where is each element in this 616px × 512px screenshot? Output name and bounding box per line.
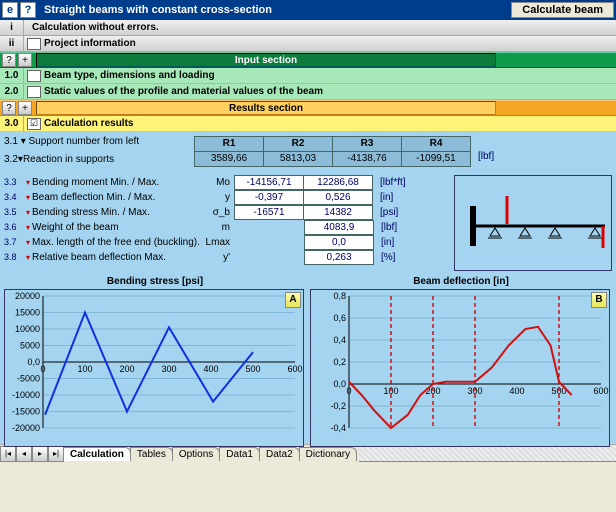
chart-b: B -0,4-0,20,00,20,40,60,8010020030040050… bbox=[310, 289, 610, 447]
calculate-button[interactable]: Calculate beam bbox=[511, 2, 614, 18]
row-2-0: 2.0 Static values of the profile and mat… bbox=[0, 84, 616, 100]
project-info-row: ii Project information bbox=[0, 36, 616, 52]
sheet-tab[interactable]: Data1 bbox=[219, 447, 260, 461]
nav-first[interactable]: |◂ bbox=[0, 446, 16, 462]
svg-text:10000: 10000 bbox=[15, 324, 40, 334]
svg-text:400: 400 bbox=[509, 386, 524, 396]
nav-last[interactable]: ▸| bbox=[48, 446, 64, 462]
svg-text:400: 400 bbox=[203, 364, 218, 374]
results-content: 3.1 ▾ Support number from left R1R2R3R4 … bbox=[0, 132, 616, 444]
project-info-checkbox[interactable] bbox=[27, 38, 41, 50]
minmax-row: 3.5▾Bending stress Min. / Max.σ_b-165711… bbox=[4, 204, 448, 220]
reaction-cell: -4138,76 bbox=[332, 151, 402, 167]
reaction-cell: 5813,03 bbox=[263, 151, 333, 167]
row-num: 3.0 bbox=[0, 116, 24, 131]
svg-text:-15000: -15000 bbox=[12, 407, 40, 417]
input-section-label: Input section bbox=[36, 53, 496, 67]
col-header: R4 bbox=[401, 136, 471, 152]
svg-text:-20000: -20000 bbox=[12, 423, 40, 433]
minmax-row: 3.6▾Weight of the beamm4083,9[lbf] bbox=[4, 219, 448, 235]
row-3-0: 3.0 ☑ Calculation results bbox=[0, 116, 616, 132]
svg-text:-5000: -5000 bbox=[17, 374, 40, 384]
results-section-header: ? + Results section bbox=[0, 100, 616, 116]
svg-text:0,6: 0,6 bbox=[333, 313, 346, 323]
sheet-tab[interactable]: Calculation bbox=[63, 447, 131, 461]
svg-text:15000: 15000 bbox=[15, 308, 40, 318]
expand-button[interactable]: + bbox=[18, 53, 32, 67]
row-label: Beam type, dimensions and loading bbox=[44, 70, 215, 81]
chart-a-title: Bending stress [psi] bbox=[4, 275, 306, 289]
svg-text:300: 300 bbox=[161, 364, 176, 374]
tick-icon: ▾ bbox=[21, 136, 26, 147]
nav-next[interactable]: ▸ bbox=[32, 446, 48, 462]
sheet-tab[interactable]: Tables bbox=[130, 447, 173, 461]
svg-text:5000: 5000 bbox=[20, 341, 40, 351]
minmax-row: 3.3▾Bending moment Min. / Max.Mo-14156,7… bbox=[4, 174, 448, 190]
row-num: 2.0 bbox=[0, 84, 24, 99]
chart-b-title: Beam deflection [in] bbox=[310, 275, 612, 289]
minmax-row: 3.4▾Beam deflection Min. / Max.y-0,3970,… bbox=[4, 189, 448, 205]
chart-a: A -20000 -15000 -10000 -5000 0,0 5000 10000 150… bbox=[4, 289, 304, 447]
svg-text:-10000: -10000 bbox=[12, 390, 40, 400]
col-header: R2 bbox=[263, 136, 333, 152]
support-headers: 3.1 ▾ Support number from left R1R2R3R4 bbox=[4, 136, 612, 152]
row-num: 3.1 bbox=[4, 136, 18, 147]
svg-text:0,8: 0,8 bbox=[333, 291, 346, 301]
sheet-tab[interactable]: Options bbox=[172, 447, 220, 461]
row-label: Calculation results bbox=[44, 118, 133, 129]
row-1-0: 1.0 Beam type, dimensions and loading bbox=[0, 68, 616, 84]
col-header: R3 bbox=[332, 136, 402, 152]
row-label: Reaction in supports bbox=[23, 154, 114, 165]
app-header: e ? Straight beams with constant cross-s… bbox=[0, 0, 616, 20]
svg-text:0,2: 0,2 bbox=[333, 357, 346, 367]
row-label: Static values of the profile and materia… bbox=[44, 86, 323, 97]
status-row: i Calculation without errors. bbox=[0, 20, 616, 36]
unit-label: [lbf] bbox=[478, 151, 494, 167]
status-i: i bbox=[0, 20, 24, 35]
project-info-label: Project information bbox=[44, 38, 136, 49]
status-text: Calculation without errors. bbox=[32, 22, 159, 33]
help-button[interactable]: ? bbox=[2, 101, 16, 115]
results-section-label: Results section bbox=[36, 101, 496, 115]
sheet-tab[interactable]: Data2 bbox=[259, 447, 300, 461]
svg-text:-0,4: -0,4 bbox=[330, 423, 346, 433]
sheet-tab[interactable]: Dictionary bbox=[299, 447, 357, 461]
svg-text:100: 100 bbox=[77, 364, 92, 374]
col-header: R1 bbox=[194, 136, 264, 152]
svg-text:0,0: 0,0 bbox=[333, 379, 346, 389]
reaction-cell: -1099,51 bbox=[401, 151, 471, 167]
svg-text:600: 600 bbox=[593, 386, 608, 396]
help-button[interactable]: ? bbox=[2, 53, 16, 67]
minmax-row: 3.8▾Relative beam deflection Max.y'0,263… bbox=[4, 249, 448, 265]
row-checkbox[interactable]: ☑ bbox=[27, 118, 41, 130]
svg-text:200: 200 bbox=[119, 364, 134, 374]
row-label: Support number from left bbox=[29, 136, 140, 147]
row-num: 3.2 bbox=[4, 154, 18, 165]
app-title: Straight beams with constant cross-secti… bbox=[44, 4, 511, 16]
svg-text:-0,2: -0,2 bbox=[330, 401, 346, 411]
status-ii: ii bbox=[0, 36, 24, 51]
reaction-row: 3.2 ▾ Reaction in supports 3589,665813,0… bbox=[4, 151, 612, 167]
svg-text:600: 600 bbox=[287, 364, 302, 374]
expand-button[interactable]: + bbox=[18, 101, 32, 115]
row-checkbox[interactable] bbox=[27, 86, 41, 98]
help-icon[interactable]: ? bbox=[20, 2, 36, 18]
row-checkbox[interactable] bbox=[27, 70, 41, 82]
chart-a-badge[interactable]: A bbox=[285, 292, 301, 308]
reaction-cell: 3589,66 bbox=[194, 151, 264, 167]
chart-b-badge[interactable]: B bbox=[591, 292, 607, 308]
beam-diagram bbox=[454, 175, 612, 271]
svg-text:20000: 20000 bbox=[15, 291, 40, 301]
svg-text:0,4: 0,4 bbox=[333, 335, 346, 345]
app-icon: e bbox=[2, 2, 18, 18]
svg-text:500: 500 bbox=[245, 364, 260, 374]
row-num: 1.0 bbox=[0, 68, 24, 83]
minmax-row: 3.7▾Max. length of the free end (bucklin… bbox=[4, 234, 448, 250]
svg-text:0,0: 0,0 bbox=[27, 357, 40, 367]
input-section-header: ? + Input section bbox=[0, 52, 616, 68]
nav-prev[interactable]: ◂ bbox=[16, 446, 32, 462]
